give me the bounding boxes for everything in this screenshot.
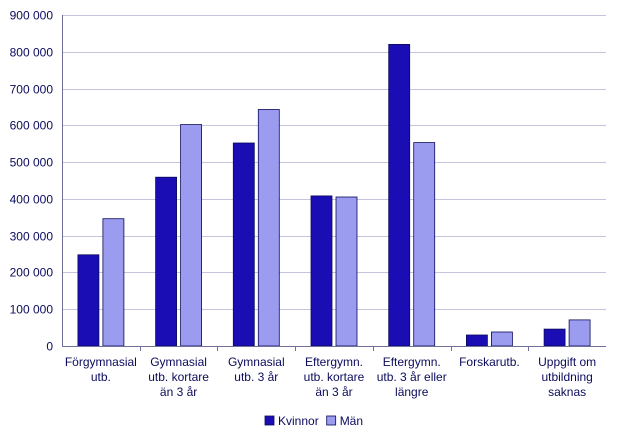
y-tick-label: 600 000 <box>10 119 54 133</box>
legend: Kvinnor Män <box>264 414 363 428</box>
x-tick-label: utb. kortare <box>148 370 209 384</box>
bar-kvinnor-0 <box>77 254 100 347</box>
x-tick-label: saknas <box>548 385 586 399</box>
bar-män-6 <box>568 319 591 347</box>
y-tick-label: 200 000 <box>10 266 54 280</box>
x-tick-label: Eftergymn. <box>305 355 363 369</box>
y-tick-label: 900 000 <box>10 9 54 23</box>
bar-män-2 <box>257 109 280 347</box>
x-tick-label: utb. 3 år eller <box>377 370 447 384</box>
bar-kvinnor-4 <box>388 44 411 347</box>
legend-swatch-kvinnor <box>264 415 275 426</box>
bar-män-3 <box>335 196 358 347</box>
x-tick-label: Uppgift om <box>538 355 596 369</box>
legend-label: Kvinnor <box>278 414 319 428</box>
bar-män-4 <box>413 142 436 347</box>
bar-män-0 <box>102 218 125 347</box>
y-tick-label: 300 000 <box>10 230 54 244</box>
y-tick-label: 100 000 <box>10 303 54 317</box>
x-tick-label: än 3 år <box>315 385 352 399</box>
bars <box>77 44 591 347</box>
bar-kvinnor-3 <box>310 195 333 347</box>
x-tick-label: Gymnasial <box>228 355 285 369</box>
x-tick-label: Forskarutb. <box>459 355 520 369</box>
y-tick-label: 700 000 <box>10 83 54 97</box>
y-tick-label: 800 000 <box>10 46 54 60</box>
x-tick-label: Eftergymn. <box>383 355 441 369</box>
x-tick-label: utbildning <box>541 370 592 384</box>
x-tick-label: utb. kortare <box>304 370 365 384</box>
gridlines <box>62 15 606 310</box>
bar-kvinnor-5 <box>465 334 488 347</box>
x-tick-label: Gymnasial <box>150 355 207 369</box>
x-tick-label: Förgymnasial <box>65 355 137 369</box>
y-tick-label: 0 <box>46 340 53 354</box>
y-axis: 0 100 000 200 000 300 000 400 000 500 000 600 … <box>10 9 63 354</box>
x-tick-label: längre <box>395 385 429 399</box>
y-tick-label: 500 000 <box>10 156 54 170</box>
legend-label: Män <box>340 414 363 428</box>
bar-kvinnor-1 <box>155 176 178 347</box>
bar-kvinnor-6 <box>543 328 566 347</box>
bar-män-1 <box>180 124 203 347</box>
legend-swatch-män <box>326 415 337 426</box>
x-tick-label: utb. 3 år <box>234 370 278 384</box>
x-tick-label: än 3 år <box>160 385 197 399</box>
bar-kvinnor-2 <box>232 142 255 347</box>
y-tick-label: 400 000 <box>10 193 54 207</box>
bar-män-5 <box>490 331 513 347</box>
x-tick-label: utb. <box>91 370 111 384</box>
